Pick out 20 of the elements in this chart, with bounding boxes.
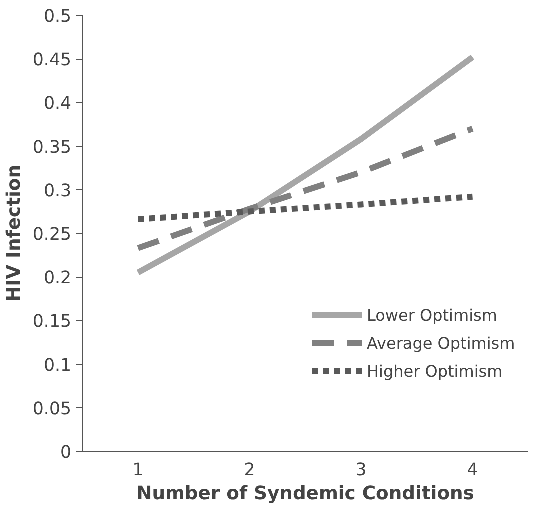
y-tick-label: 0 [60, 443, 72, 463]
y-tick-label: 0.5 [44, 7, 72, 27]
x-tick-label: 1 [132, 460, 144, 480]
y-tick-label: 0.2 [44, 268, 72, 289]
y-tick-label: 0.35 [32, 138, 72, 158]
y-axis-title: HIV Infection [4, 165, 25, 302]
y-tick-label: 0.1 [44, 356, 72, 376]
legend-label: Lower Optimism [367, 306, 498, 324]
x-tick-label: 2 [244, 460, 256, 480]
x-tick-label: 4 [467, 460, 478, 480]
y-tick-label: 0.4 [44, 94, 72, 114]
legend-label: Higher Optimism [367, 362, 503, 380]
legend-label: Average Optimism [367, 334, 516, 352]
y-tick-label: 0.15 [32, 312, 72, 332]
y-tick-label: 0.45 [32, 50, 72, 71]
y-tick-label: 0.3 [44, 181, 72, 202]
y-tick-label: 0.05 [32, 399, 72, 420]
x-axis-title: Number of Syndemic Conditions [136, 484, 474, 504]
x-tick-label: 3 [356, 460, 367, 480]
y-tick-label: 0.25 [32, 225, 72, 245]
